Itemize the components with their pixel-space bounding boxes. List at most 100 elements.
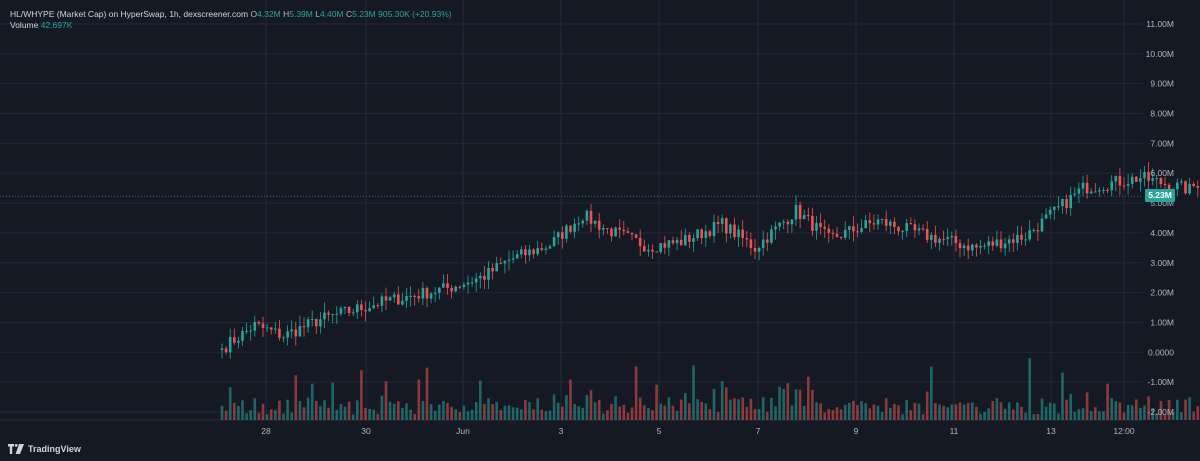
- volume-bar: [667, 397, 671, 420]
- candle-body: [700, 229, 703, 239]
- volume-bar: [278, 400, 281, 420]
- candle-body: [954, 235, 958, 244]
- volume-bar: [274, 410, 277, 420]
- candle-body: [265, 327, 269, 329]
- candle-body: [884, 219, 888, 226]
- candle-body: [290, 329, 293, 332]
- volume-bar: [930, 366, 933, 420]
- candle-body: [429, 293, 433, 299]
- volume-bar: [249, 410, 252, 420]
- volume-bar: [979, 413, 982, 420]
- time-axis[interactable]: 28 30 Jun 3 5 7 9 11 13 12:00: [261, 426, 1135, 436]
- candle-body: [1020, 234, 1023, 240]
- candle-body: [729, 224, 732, 234]
- candle-body: [659, 243, 662, 252]
- candle-body: [1016, 234, 1019, 243]
- candle-body: [1139, 178, 1142, 182]
- candle-body: [807, 215, 810, 217]
- volume-bar: [1196, 406, 1200, 420]
- volume-bar: [511, 407, 515, 420]
- volume-bar: [306, 397, 310, 420]
- volume-bar: [729, 399, 732, 420]
- volume-bar: [733, 398, 736, 420]
- volume-bar: [626, 412, 630, 420]
- candle-body: [983, 245, 986, 247]
- candle-body: [626, 231, 630, 233]
- volume-bar: [848, 402, 851, 420]
- volume-bar: [310, 383, 314, 420]
- y-tick-label: 5.00M: [1150, 198, 1174, 208]
- candle-body: [536, 248, 539, 255]
- volume-bar: [696, 399, 699, 420]
- candle-body: [1007, 239, 1011, 244]
- volume-bar: [786, 383, 790, 420]
- volume-bar: [372, 409, 375, 420]
- candle-body: [597, 220, 601, 230]
- volume-label[interactable]: Volume: [10, 20, 39, 30]
- candle-body: [433, 292, 437, 294]
- candle-body: [581, 220, 585, 224]
- volume-bar: [991, 401, 995, 420]
- candle-body: [889, 221, 892, 226]
- symbol-legend: HL/WHYPE (Market Cap) on HyperSwap, 1h, …: [10, 9, 452, 31]
- candle-body: [602, 228, 605, 230]
- candle-body: [483, 275, 486, 280]
- candle-body: [802, 215, 806, 220]
- volume-bar: [548, 410, 552, 420]
- tradingview-logo[interactable]: TradingView: [8, 444, 81, 454]
- volume-bar: [712, 388, 716, 420]
- volume-bar: [602, 413, 605, 420]
- candle-body: [1028, 230, 1031, 240]
- candle-body: [1167, 184, 1171, 191]
- volume-bar: [872, 404, 876, 420]
- volume-bar: [491, 404, 494, 420]
- candle-body: [474, 278, 478, 283]
- volume-bar: [1171, 411, 1175, 420]
- candle-body: [331, 314, 334, 316]
- volume-bar: [946, 407, 949, 420]
- volume-bar: [839, 409, 843, 420]
- volume-bar: [704, 403, 708, 420]
- volume-bar: [708, 409, 712, 420]
- volume-bar: [257, 412, 261, 420]
- candle-body: [1176, 182, 1179, 190]
- candle-body: [610, 228, 613, 237]
- candle-body: [544, 248, 548, 250]
- volume-bar: [1180, 411, 1183, 420]
- x-tick-label: 30: [361, 426, 371, 436]
- volume-bar: [446, 402, 449, 420]
- volume-bar: [265, 414, 269, 420]
- grid: [0, 0, 1143, 421]
- volume-bar: [552, 394, 556, 420]
- y-tick-label: 0.0000: [1148, 347, 1174, 357]
- candle-body: [630, 232, 634, 235]
- candle-body: [1163, 184, 1167, 186]
- volume-bar: [1077, 408, 1081, 420]
- volume-bar: [228, 387, 232, 420]
- candle-body: [515, 254, 519, 259]
- price-axis[interactable]: 11.00M 10.00M 9.00M 8.00M 7.00M 6.00M 5.00M 4.0…: [1146, 19, 1175, 417]
- symbol-title[interactable]: HL/WHYPE (Market Cap) on HyperSwap, 1h, …: [10, 9, 249, 19]
- candle-body: [1155, 177, 1159, 179]
- candle-body: [1081, 182, 1085, 189]
- volume-bar: [921, 414, 925, 420]
- candle-body: [495, 263, 498, 272]
- volume-bar: [909, 410, 913, 420]
- change-value: 905.30K (+20.93%): [378, 9, 452, 19]
- y-tick-label: 10.00M: [1146, 49, 1174, 59]
- candle-body: [351, 312, 355, 314]
- candle-body: [1126, 183, 1130, 186]
- volume-bar: [282, 413, 285, 420]
- candle-body: [438, 287, 441, 293]
- volume-bar: [515, 407, 519, 420]
- volume-bar: [962, 404, 966, 420]
- volume-bar: [220, 405, 224, 420]
- volume-bar: [802, 405, 806, 420]
- volume-bar: [462, 405, 466, 420]
- y-tick-label: 4.00M: [1150, 228, 1174, 238]
- volume-bar: [479, 380, 482, 420]
- volume-bar: [245, 413, 248, 420]
- candle-body: [966, 245, 970, 251]
